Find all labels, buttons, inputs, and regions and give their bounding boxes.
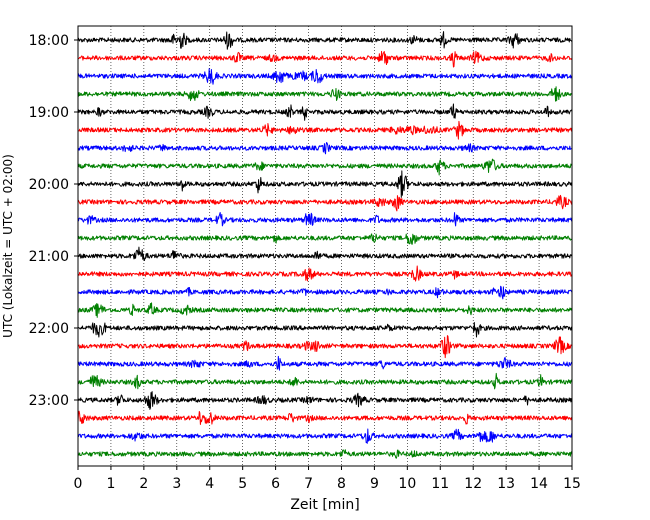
seismic-trace [77,246,573,262]
x-tick-label: 10 [398,476,416,492]
y-axis-ticks: 18:00 19:00 20:00 21:00 22:00 23:00 [29,33,78,409]
seismic-trace [77,233,573,245]
x-tick-label: 11 [431,476,449,492]
seismic-trace [77,449,573,459]
seismic-trace [77,355,573,371]
x-tick-label: 4 [205,476,214,492]
y-tick-label: 19:00 [29,105,69,121]
seismic-trace [78,120,573,140]
seismic-trace [77,68,573,85]
seismic-trace [77,31,573,50]
x-tick-label: 3 [172,476,181,492]
seismic-trace [77,391,573,410]
seismic-trace [77,322,573,338]
x-tick-label: 8 [337,476,346,492]
y-tick-label: 23:00 [29,393,69,409]
seismic-trace [77,428,573,444]
x-tick-label: 5 [238,476,247,492]
seismic-trace [77,170,573,198]
y-tick-label: 18:00 [29,33,69,49]
seismic-trace [77,372,573,390]
seismic-trace [77,50,573,68]
x-axis-title: Zeit [min] [290,497,359,513]
seismic-trace [77,194,573,212]
seismic-trace [77,302,573,318]
x-axis-ticks: 0 1 2 3 4 5 6 7 8 9 10 11 12 13 14 15 [74,466,581,492]
grid-lines [110,26,540,466]
x-tick-label: 15 [563,476,581,492]
x-tick-label: 14 [530,476,548,492]
seismic-trace [77,212,573,227]
x-tick-label: 13 [497,476,515,492]
seismic-traces [77,31,573,459]
x-tick-label: 7 [304,476,313,492]
seismic-trace [77,142,573,155]
seismic-trace [77,335,573,359]
x-tick-label: 0 [74,476,83,492]
y-tick-label: 21:00 [29,249,69,265]
seismic-trace [77,103,573,121]
seismic-trace [77,86,573,102]
x-tick-label: 9 [370,476,379,492]
x-tick-label: 12 [464,476,482,492]
seismic-trace [77,285,573,300]
plot-frame [77,25,573,467]
y-axis-title: UTC (Lokalzeit = UTC + 02:00) [1,154,15,338]
seismic-trace [77,265,573,282]
y-tick-label: 20:00 [29,177,69,193]
x-tick-label: 2 [139,476,148,492]
seismic-trace [77,410,573,425]
x-tick-label: 1 [106,476,115,492]
seismic-trace [77,158,573,176]
x-tick-label: 6 [271,476,280,492]
y-tick-label: 22:00 [29,321,69,337]
